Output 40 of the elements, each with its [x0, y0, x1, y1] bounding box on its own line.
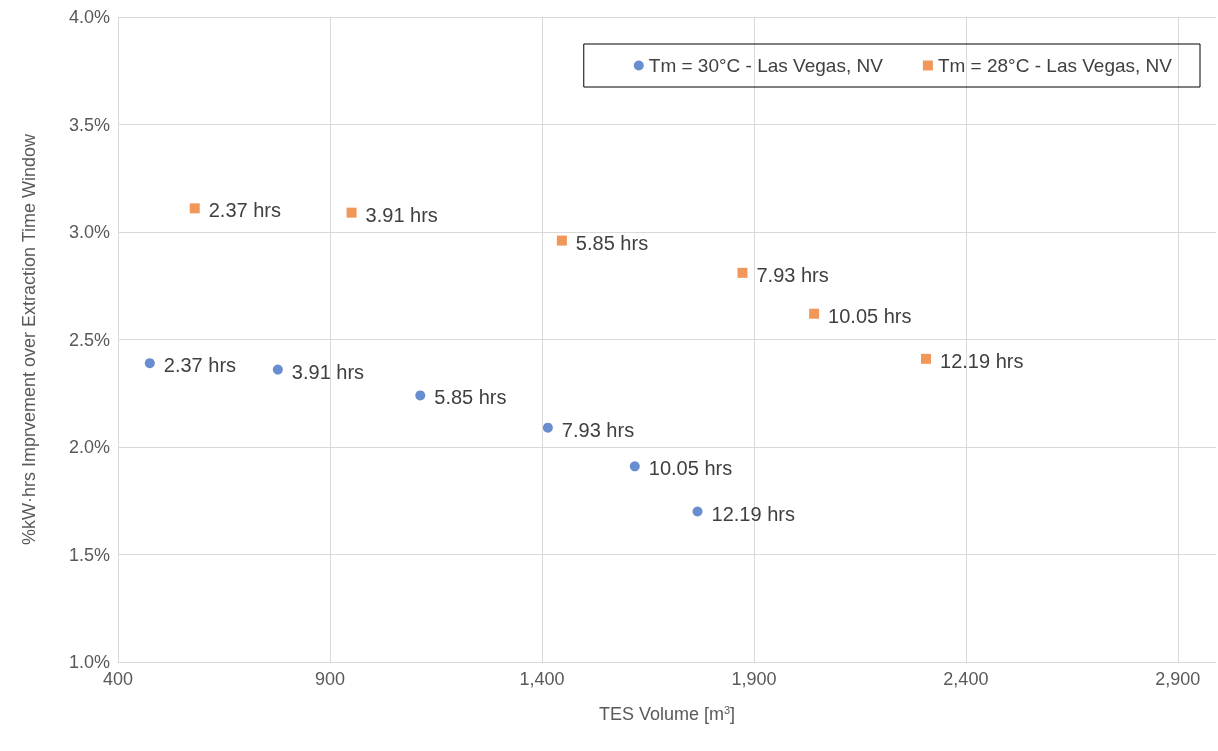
point — [415, 390, 426, 401]
x-tick-label: 2,900 — [1155, 669, 1201, 689]
y-tick-label: 3.0% — [68, 222, 110, 242]
annotation: 3.91 hrs — [291, 360, 365, 383]
y-tick-label: 1.0% — [68, 652, 110, 672]
y-axis-title: %kW·hrs Imprvement over Extraction Time Window — [19, 132, 39, 546]
y-tick-label: 1.5% — [68, 544, 110, 565]
point — [921, 353, 932, 364]
annotation: 2.37 hrs — [163, 354, 237, 377]
point — [737, 267, 748, 278]
y-tick-label: 3.5% — [68, 114, 110, 135]
x-tick-label: 2,400 — [943, 669, 989, 689]
point — [189, 203, 200, 214]
point — [629, 461, 640, 472]
legend-label: Tm = 28°C - Las Vegas, NV — [937, 55, 1173, 76]
x-tick-label: 1,900 — [731, 669, 777, 689]
point — [692, 506, 703, 517]
point — [542, 422, 553, 433]
annotation: 3.91 hrs — [365, 203, 438, 226]
annotation: 10.05 hrs — [828, 304, 912, 327]
annotation: 12.19 hrs — [940, 349, 1024, 372]
x-tick-label: 1,400 — [519, 669, 565, 689]
annotation: 5.85 hrs — [434, 386, 507, 409]
point — [346, 207, 357, 218]
legend-label: Tm = 30°C - Las Vegas, NV — [648, 55, 884, 76]
annotation: 12.19 hrs — [711, 502, 795, 525]
y-tick-label: 4.0% — [68, 7, 110, 27]
x-tick-label: 400 — [102, 669, 134, 689]
x-tick-label: 900 — [314, 669, 345, 689]
annotation: 10.05 hrs — [648, 457, 733, 480]
annotation: 5.85 hrs — [575, 231, 649, 254]
point — [809, 308, 820, 319]
y-tick-label: 2.0% — [68, 437, 110, 457]
point — [272, 364, 283, 375]
annotation: 7.93 hrs — [561, 418, 635, 441]
annotation: 7.93 hrs — [756, 263, 829, 286]
y-tick-label: 2.5% — [68, 329, 110, 350]
annotation: 2.37 hrs — [208, 199, 281, 222]
point — [144, 358, 155, 369]
point — [556, 235, 567, 246]
